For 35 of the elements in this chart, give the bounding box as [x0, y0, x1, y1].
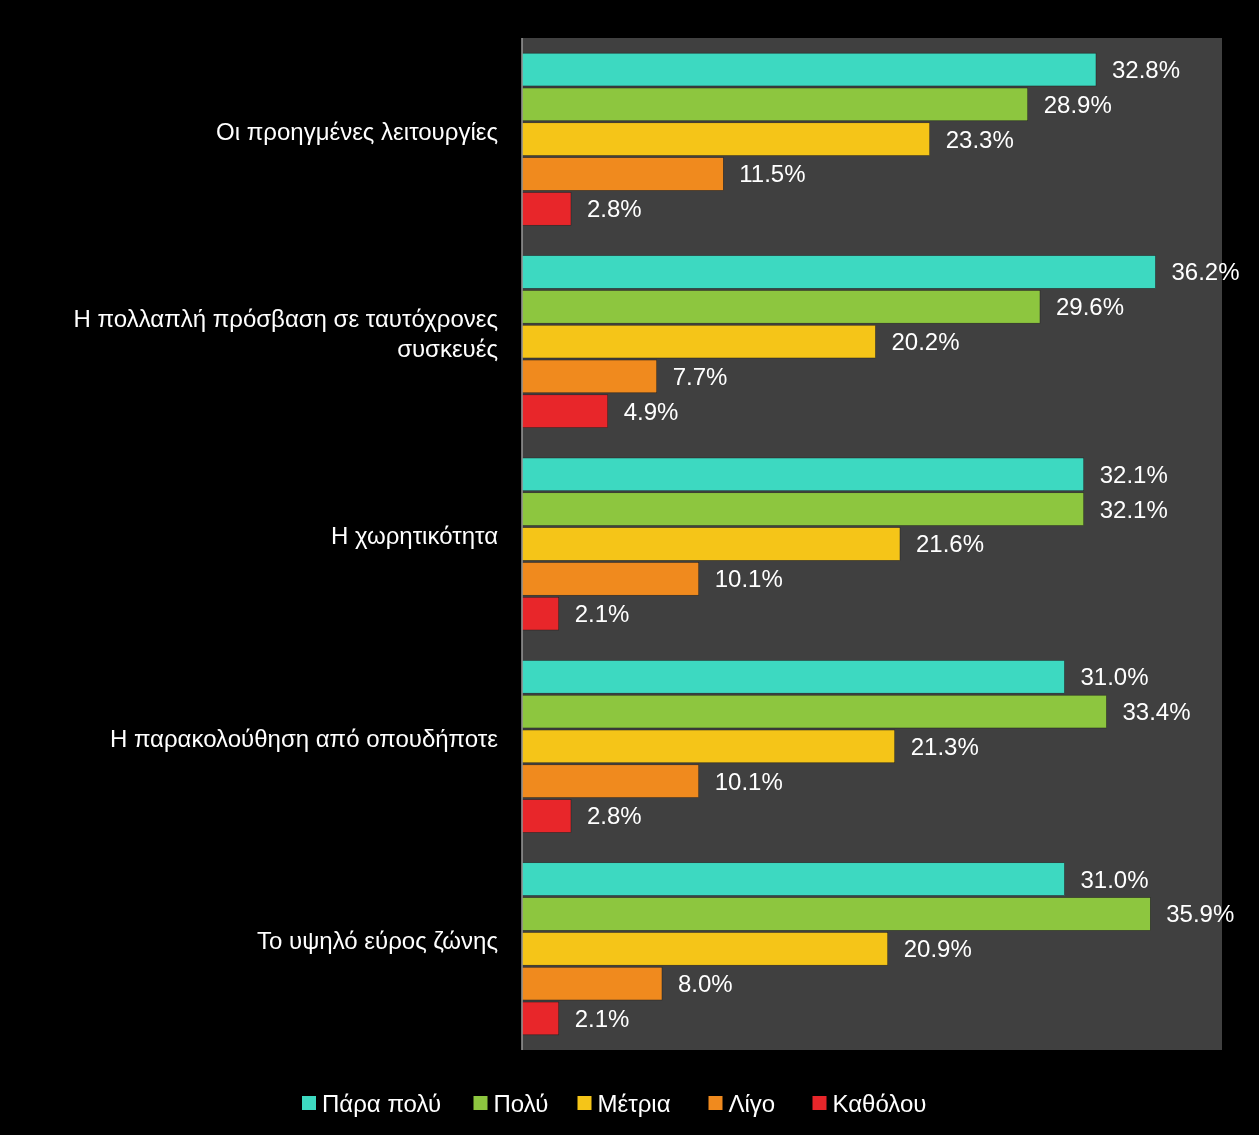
y-tick-label: Η παρακολούθηση από οπουδήποτε [109, 724, 499, 752]
data-label: 21.6% [916, 530, 985, 558]
data-label: 31.0% [1080, 865, 1149, 893]
data-label: 35.9% [1166, 900, 1235, 928]
y-tick-label: Η πολλαπλή πρόσβαση σε ταυτόχρονες συσκευές [73, 305, 498, 362]
legend-label: Λίγο [728, 1090, 776, 1118]
y-tick-label: Η χωρητικότητα [330, 522, 499, 550]
data-label: 11.5% [739, 160, 806, 188]
legend-label: Καθόλου [832, 1090, 927, 1118]
y-tick-label: Το υψηλό εύρος ζώνης [257, 927, 498, 955]
legend-label: Πάρα πολύ [322, 1090, 442, 1118]
data-label: 32.1% [1099, 460, 1168, 488]
data-label: 2.8% [587, 195, 642, 223]
data-label: 32.1% [1099, 495, 1168, 523]
data-label: 8.0% [678, 970, 733, 998]
data-label: 4.9% [623, 397, 679, 425]
data-label: 36.2% [1171, 258, 1240, 286]
data-label: 33.4% [1122, 697, 1191, 725]
y-tick-label: Οι προηγμένες λειτουργίες [216, 117, 498, 145]
legend-label: Μέτρια [597, 1090, 671, 1118]
data-label: 20.2% [891, 328, 960, 355]
data-label: 2.8% [587, 802, 642, 830]
data-label: 29.6% [1056, 293, 1125, 321]
data-label: 32.8% [1112, 55, 1181, 83]
data-label: 23.3% [945, 125, 1014, 153]
legend-label: Πολύ [493, 1090, 549, 1118]
data-label: 2.1% [574, 600, 630, 628]
data-label: 10.1% [714, 767, 783, 795]
data-label: 20.9% [903, 935, 972, 963]
data-label: 28.9% [1043, 90, 1112, 118]
data-label: 7.7% [672, 362, 728, 390]
data-label: 2.1% [574, 1004, 630, 1032]
data-label: 31.0% [1080, 663, 1149, 691]
data-label: 10.1% [714, 565, 783, 593]
data-label: 21.3% [910, 732, 979, 760]
